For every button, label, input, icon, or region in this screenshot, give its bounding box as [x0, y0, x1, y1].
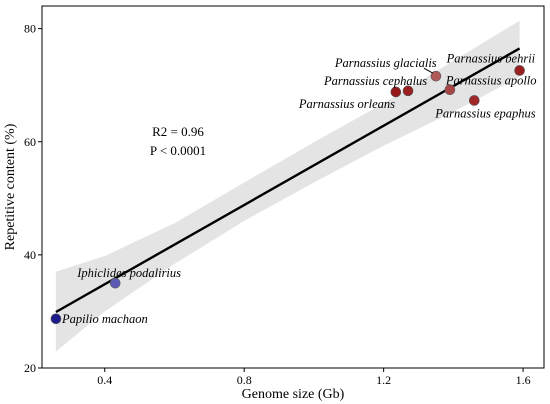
point-label: Parnassius cephalus — [323, 74, 427, 88]
x-tick-label: 1.2 — [376, 373, 391, 387]
point-label: Parnassius epaphus — [434, 106, 535, 120]
y-tick-label: 20 — [24, 361, 36, 375]
regression-line — [55, 47, 521, 314]
confidence-band — [55, 20, 520, 352]
point-label: Parnassius glacialis — [334, 56, 437, 70]
x-tick-label: 0.4 — [97, 373, 112, 387]
data-point — [390, 86, 402, 98]
data-point — [109, 277, 121, 289]
point-label: Papilio machaon — [61, 312, 148, 326]
point-label: Parnassius apollo — [445, 74, 537, 88]
y-axis-title: Repetitive content (%) — [3, 123, 18, 250]
data-point — [514, 65, 525, 76]
plot-frame — [41, 5, 545, 369]
y-tick-label: 40 — [24, 248, 36, 262]
data-point — [430, 70, 442, 82]
data-point — [444, 84, 456, 96]
point-label: Iphiclides podalirius — [76, 266, 181, 280]
y-tick-label: 60 — [24, 135, 36, 149]
x-tick-label: 1.6 — [516, 373, 531, 387]
x-tick-label: 0.8 — [237, 373, 252, 387]
annotation-r2: R2 = 0.96 — [152, 124, 204, 139]
data-point — [402, 85, 414, 97]
data-point — [50, 313, 62, 325]
y-tick-label: 80 — [24, 22, 36, 36]
x-axis-title: Genome size (Gb) — [242, 387, 345, 402]
point-label: Parnassius behrii — [446, 51, 536, 65]
label-leader-line — [423, 67, 434, 74]
data-point — [468, 95, 480, 106]
point-label: Parnassius orleans — [298, 97, 395, 111]
annotation-p-value: P < 0.0001 — [150, 143, 206, 158]
